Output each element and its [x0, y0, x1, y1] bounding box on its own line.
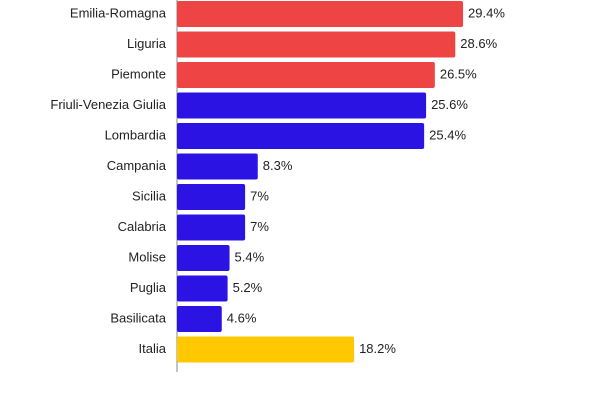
bar [177, 306, 222, 332]
value-label: 28.6% [460, 36, 497, 51]
category-label: Molise [128, 249, 166, 264]
value-label: 18.2% [359, 341, 396, 356]
bar [177, 62, 435, 88]
category-label: Basilicata [110, 310, 166, 325]
value-label: 25.4% [429, 127, 466, 142]
value-label: 26.5% [440, 66, 477, 81]
category-label: Lombardia [105, 127, 167, 142]
value-label: 25.6% [431, 97, 468, 112]
bar [177, 31, 456, 58]
category-label: Piemonte [111, 66, 166, 81]
value-label: 7% [250, 219, 269, 234]
category-label: Italia [139, 341, 167, 356]
category-label: Campania [107, 158, 167, 173]
value-label: 8.3% [263, 158, 293, 173]
category-label: Friuli-Venezia Giulia [50, 97, 166, 112]
bar [177, 184, 246, 210]
value-label: 7% [250, 188, 269, 203]
category-label: Liguria [127, 36, 167, 51]
bar [177, 336, 355, 363]
value-label: 5.4% [235, 249, 265, 264]
bar [177, 123, 425, 149]
value-label: 4.6% [227, 310, 257, 325]
category-label: Sicilia [132, 188, 167, 203]
bar [177, 245, 230, 271]
bar [177, 214, 246, 241]
bar [177, 153, 258, 180]
category-label: Calabria [118, 219, 167, 234]
bar [177, 275, 228, 302]
bar [177, 92, 427, 119]
category-label: Puglia [130, 280, 167, 295]
value-label: 5.2% [233, 280, 263, 295]
bar [177, 1, 464, 27]
category-label: Emilia-Romagna [70, 5, 167, 20]
value-label: 29.4% [468, 5, 505, 20]
